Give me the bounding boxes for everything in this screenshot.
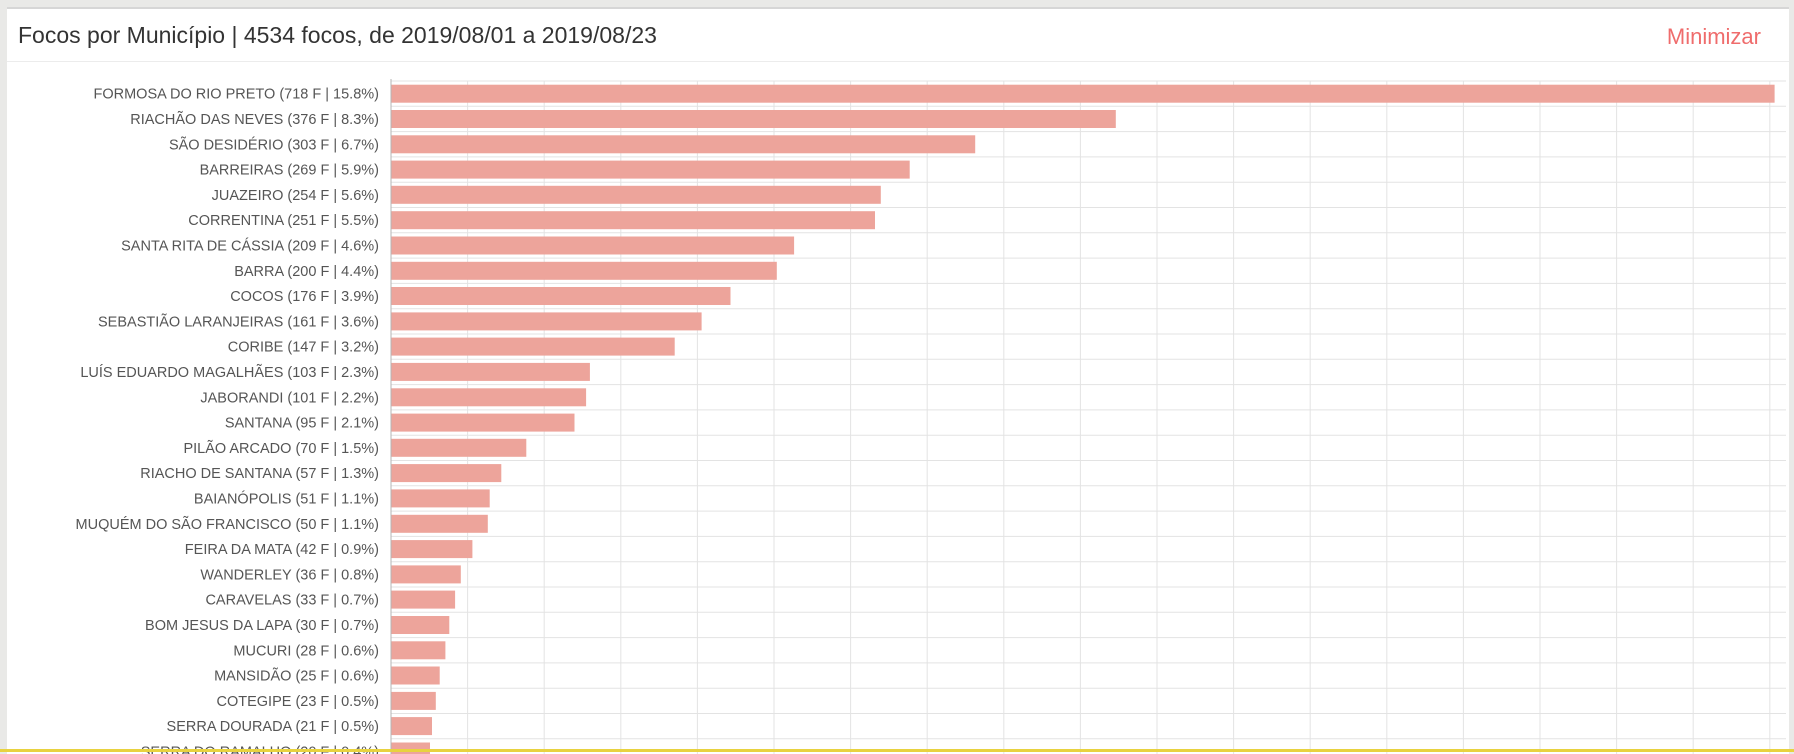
- bar: [392, 717, 433, 735]
- category-label: LUÍS EDUARDO MAGALHÃES (103 F | 2.3%): [80, 364, 379, 381]
- category-label: BARRA (200 F | 4.4%): [234, 264, 379, 280]
- bar: [392, 414, 575, 432]
- bar: [392, 85, 1775, 103]
- category-label: SANTA RITA DE CÁSSIA (209 F | 4.6%): [121, 238, 379, 255]
- bar: [392, 540, 473, 558]
- chart-panel: Focos por Município | 4534 focos, de 201…: [7, 7, 1789, 754]
- category-label: MUCURI (28 F | 0.6%): [233, 643, 379, 659]
- bar: [392, 161, 910, 179]
- bar: [392, 211, 876, 229]
- category-label: MANSIDÃO (25 F | 0.6%): [214, 668, 379, 685]
- category-label: FORMOSA DO RIO PRETO (718 F | 15.8%): [93, 87, 379, 103]
- category-label: FEIRA DA MATA (42 F | 0.9%): [185, 542, 379, 558]
- category-label: BARREIRAS (269 F | 5.9%): [200, 163, 379, 179]
- bar: [392, 616, 450, 634]
- bar-chart: FORMOSA DO RIO PRETO (718 F | 15.8%) RIAC…: [7, 9, 1789, 754]
- category-label: CORIBE (147 F | 3.2%): [228, 340, 379, 356]
- bar: [392, 312, 702, 330]
- category-label: BOM JESUS DA LAPA (30 F | 0.7%): [145, 618, 379, 634]
- bar: [392, 692, 436, 710]
- category-label: COCOS (176 F | 3.9%): [230, 289, 379, 305]
- category-label: JABORANDI (101 F | 2.2%): [200, 390, 379, 406]
- bar: [392, 186, 881, 204]
- bar: [392, 489, 490, 507]
- category-label: SERRA DOURADA (21 F | 0.5%): [167, 719, 379, 735]
- category-label: RIACHÃO DAS NEVES (376 F | 8.3%): [130, 111, 379, 128]
- bar: [392, 464, 502, 482]
- category-label: RIACHO DE SANTANA (57 F | 1.3%): [140, 466, 379, 482]
- bar: [392, 641, 446, 659]
- bar: [392, 439, 527, 457]
- bar: [392, 591, 456, 609]
- bar: [392, 515, 488, 533]
- bar: [392, 135, 976, 153]
- category-label: CORRENTINA (251 F | 5.5%): [188, 213, 379, 229]
- bar: [392, 262, 777, 280]
- category-label: COTEGIPE (23 F | 0.5%): [216, 694, 379, 710]
- bar: [392, 667, 440, 685]
- category-label: WANDERLEY (36 F | 0.8%): [200, 567, 379, 583]
- category-label: MUQUÉM DO SÃO FRANCISCO (50 F | 1.1%): [76, 516, 379, 533]
- category-label: JUAZEIRO (254 F | 5.6%): [212, 188, 379, 204]
- bar: [392, 363, 590, 381]
- category-label: PILÃO ARCADO (70 F | 1.5%): [183, 440, 379, 457]
- category-label: SEBASTIÃO LARANJEIRAS (161 F | 3.6%): [98, 313, 379, 330]
- bar: [392, 287, 731, 305]
- bar: [392, 338, 675, 356]
- category-label: SANTANA (95 F | 2.1%): [225, 416, 379, 432]
- category-label: SÃO DESIDÉRIO (303 F | 6.7%): [169, 136, 379, 153]
- bar: [392, 388, 587, 406]
- category-label: CARAVELAS (33 F | 0.7%): [205, 593, 379, 609]
- bar: [392, 110, 1116, 128]
- bar: [392, 565, 461, 583]
- bar: [392, 237, 795, 255]
- category-label: BAIANÓPOLIS (51 F | 1.1%): [194, 490, 379, 507]
